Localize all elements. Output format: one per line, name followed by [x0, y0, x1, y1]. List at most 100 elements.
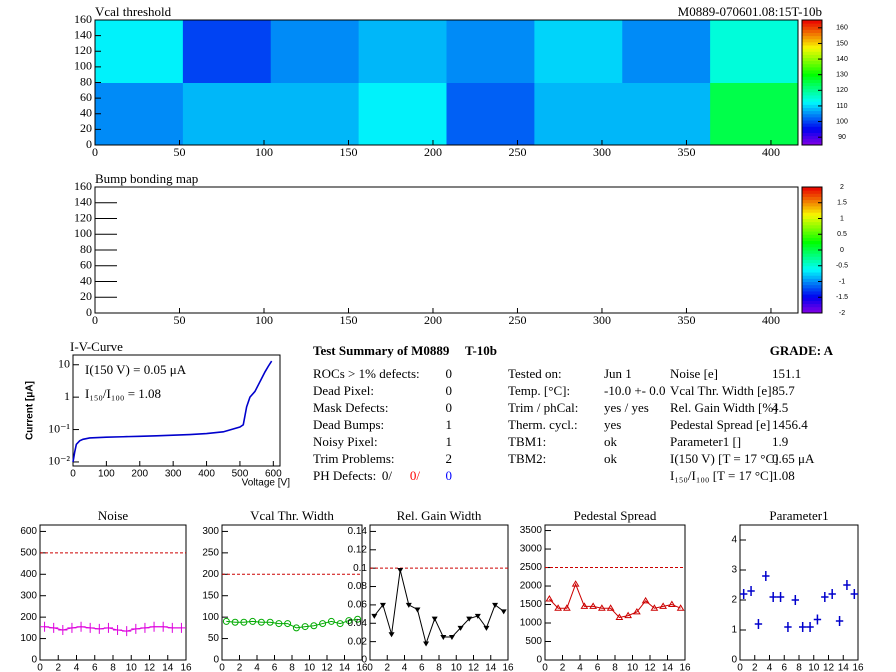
marker — [275, 620, 283, 628]
summary-title: Test Summary of M0889 — [313, 343, 450, 358]
marker — [799, 622, 807, 632]
colorbar-slice — [802, 60, 822, 65]
colorbar-slice — [802, 272, 822, 276]
marker — [292, 624, 300, 632]
colorbar-slice — [802, 309, 822, 314]
colorbar-slice — [802, 306, 822, 311]
x-tick-label: 16 — [852, 663, 864, 672]
colorbar-slice — [802, 51, 822, 55]
y-tick-label: 0.04 — [348, 618, 368, 629]
summary-label: Mask Defects: — [313, 400, 388, 415]
x-tick-label: 0 — [737, 663, 743, 672]
marker — [319, 620, 327, 628]
y-tick-label: 60 — [80, 258, 92, 272]
marker — [113, 625, 123, 635]
x-tick-label: 0 — [367, 663, 373, 672]
marker — [94, 623, 104, 634]
colorbar-slice — [802, 88, 822, 93]
colorbar-slice — [802, 32, 822, 37]
marker — [554, 604, 563, 611]
summary-label: Trim Problems: — [313, 451, 395, 466]
summary-module: T-10b — [465, 343, 497, 358]
colorbar-label: 0.5 — [837, 231, 847, 238]
y-tick-label: 120 — [74, 210, 92, 224]
x-tick-label: 600 — [265, 469, 282, 480]
heatmap-cell — [182, 20, 272, 83]
y-tick-label: 0 — [361, 655, 367, 666]
heatmap-cell — [622, 20, 711, 83]
heatmap-cell — [622, 82, 711, 146]
summary-label: Temp. [°C]: — [508, 383, 570, 398]
x-tick-label: 12 — [823, 663, 835, 672]
x-tick-label: 8 — [612, 663, 618, 672]
colorbar-slice — [802, 187, 822, 191]
summary-label: I₁₅₀/I₁₀₀ [T = 17 °C] — [670, 468, 773, 483]
marker — [85, 622, 95, 633]
x-tick-label: 0 — [92, 145, 98, 159]
x-tick-label: 16 — [502, 663, 514, 672]
y-tick-label: 10⁻¹ — [48, 421, 70, 435]
marker — [103, 622, 113, 633]
x-tick-label: 200 — [424, 313, 442, 327]
colorbar-slice — [802, 20, 822, 24]
colorbar-slice — [802, 113, 822, 118]
y-tick-label: 60 — [80, 90, 92, 104]
marker — [345, 617, 353, 625]
y-tick-label: 400 — [20, 569, 37, 580]
colorbar-slice — [802, 85, 822, 90]
chart-title: Rel. Gain Width — [397, 508, 482, 523]
colorbar-slice — [802, 101, 822, 105]
x-tick-label: 4 — [254, 663, 260, 672]
x-tick-label: 6 — [595, 663, 601, 672]
colorbar-label: 100 — [836, 118, 848, 125]
marker — [747, 586, 755, 596]
summary-value: yes / yes — [604, 400, 649, 415]
colorbar-slice — [802, 259, 822, 264]
x-tick-label: 10 — [451, 663, 463, 672]
colorbar-slice — [802, 104, 822, 108]
x-axis-label: Voltage [V] — [242, 478, 291, 489]
marker — [310, 622, 318, 630]
x-tick-label: 0 — [542, 663, 548, 672]
marker — [149, 621, 159, 632]
marker — [240, 618, 248, 626]
y-tick-label: 1 — [64, 389, 70, 403]
colorbar-slice — [802, 95, 822, 99]
summary-value: ok — [604, 451, 618, 466]
summary-value: 4.5 — [772, 400, 788, 415]
marker — [354, 615, 362, 623]
x-tick-label: 8 — [289, 663, 295, 672]
summary-label: Therm. cycl.: — [508, 417, 578, 432]
marker — [474, 613, 481, 619]
x-tick-label: 4 — [767, 663, 773, 672]
colorbar-slice — [802, 190, 822, 194]
summary-label: ROCs > 1% defects: — [313, 366, 420, 381]
heatmap-cell — [534, 82, 623, 146]
marker — [140, 622, 150, 633]
colorbar-slice — [802, 202, 822, 207]
colorbar-slice — [802, 275, 822, 279]
colorbar-slice — [802, 256, 822, 260]
y-tick-label: 2500 — [520, 562, 543, 573]
y-tick-label: 0.06 — [348, 600, 368, 611]
chart-subtitle: M0889-070601.08:15T-10b — [678, 4, 822, 19]
colorbar-label: 2 — [840, 184, 844, 191]
colorbar-slice — [802, 63, 822, 68]
marker — [249, 617, 257, 625]
y-tick-label: 2 — [731, 595, 737, 606]
marker — [222, 617, 230, 625]
x-tick-label: 400 — [198, 469, 215, 480]
summary-value: -10.0 +- 0.0 — [604, 383, 666, 398]
x-tick-label: 12 — [144, 663, 156, 672]
plot-frame — [544, 524, 686, 661]
x-tick-label: 400 — [762, 313, 780, 327]
marker — [754, 619, 763, 629]
y-tick-label: 160 — [74, 179, 92, 193]
marker — [850, 589, 858, 599]
summary-label: Vcal Thr. Width [e] — [670, 383, 772, 398]
y-tick-label: 0.02 — [348, 636, 368, 647]
colorbar-slice — [802, 250, 822, 254]
heatmap-cell — [446, 20, 535, 83]
y-tick-label: 300 — [202, 526, 219, 537]
x-tick-label: 16 — [356, 663, 368, 672]
